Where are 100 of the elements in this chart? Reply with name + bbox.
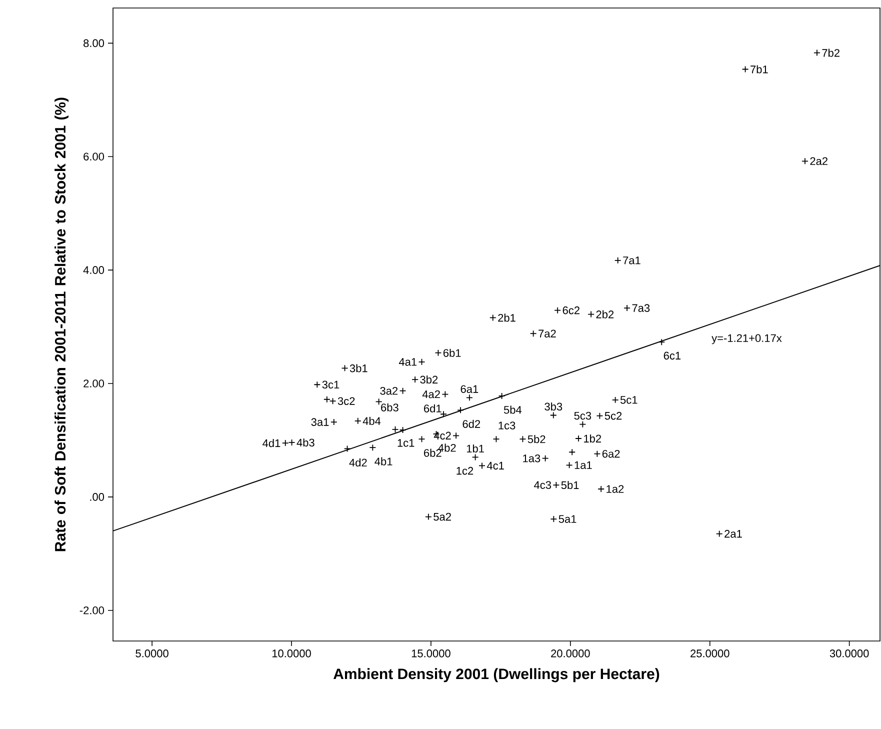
point (492, 436, 500, 443)
x-tick-label: 30.0000 (830, 650, 869, 658)
annotation: 6d2 (462, 420, 480, 428)
y-tick-label: 6.00 (84, 152, 104, 161)
point (554, 306, 562, 314)
point (457, 406, 464, 414)
annotation: 6c2 (562, 306, 580, 314)
point (344, 445, 351, 452)
annotation: 3a2 (380, 386, 398, 395)
point (568, 448, 576, 456)
annotation: 1c1 (398, 439, 414, 447)
point (442, 390, 449, 398)
point (614, 256, 622, 264)
annotation: 1c3 (498, 422, 516, 430)
annotation: 4c2 (434, 432, 451, 440)
point (550, 412, 557, 419)
annotation: 5a1 (558, 515, 576, 523)
point (434, 349, 442, 356)
x-tick-label: 25.0000 (690, 650, 730, 658)
point (369, 444, 376, 452)
x-tick-label: 10.0000 (272, 650, 311, 658)
point (478, 462, 486, 470)
annotation: 6a1 (460, 385, 478, 393)
point (472, 454, 479, 461)
point (323, 396, 330, 403)
y-tick-label: .00 (90, 493, 104, 501)
annotation: 7a1 (623, 256, 640, 264)
annotation: 4c1 (486, 462, 504, 470)
annotation: 4d1 (262, 439, 280, 448)
point (440, 410, 447, 418)
point (742, 66, 749, 73)
point (658, 338, 666, 346)
annotation: 1b1 (466, 444, 484, 453)
point (452, 432, 460, 440)
annotation: 4b1 (374, 457, 392, 466)
y-tick-label: 8.00 (84, 39, 104, 48)
point (530, 330, 537, 338)
point (814, 49, 820, 56)
annotation: 2b1 (498, 314, 516, 322)
annotation: 5c3 (574, 412, 592, 420)
point (399, 426, 406, 434)
annotation: 4c3 (534, 481, 551, 489)
point (624, 304, 630, 312)
annotation: 7b2 (822, 48, 840, 57)
point (330, 418, 338, 426)
point (588, 310, 595, 318)
point (575, 435, 582, 442)
annotation: 3a1 (311, 418, 329, 426)
annotation: 5c2 (604, 412, 622, 420)
point (418, 358, 426, 366)
annotation: 5b4 (504, 406, 522, 414)
point (425, 513, 432, 520)
annotation: 5b2 (528, 435, 546, 444)
point (566, 462, 573, 469)
y-tick-label: 4.00 (83, 266, 104, 274)
annotation: 2b2 (596, 310, 614, 318)
annotation: 6b3 (381, 403, 398, 412)
annotation: 5a2 (434, 512, 451, 521)
annotation: 1a1 (574, 461, 592, 470)
annotation: y=-1.21+0.17x (712, 334, 782, 344)
annotation: 4b3 (296, 438, 314, 447)
annotation: 1c2 (456, 466, 474, 475)
point (375, 398, 382, 406)
annotation: 1a3 (523, 454, 540, 462)
point (354, 417, 362, 424)
y-tick-label: -2.00 (80, 606, 104, 614)
x-tick-label: 5.0000 (136, 650, 168, 658)
annotation: 6a2 (602, 450, 620, 458)
x-axis-title: Ambient Density 2001 (Dwellings per Hectare) (333, 668, 660, 682)
point (519, 436, 526, 443)
annotation: 7a2 (538, 330, 556, 338)
point (392, 426, 399, 433)
annotation: 3b2 (420, 375, 438, 384)
annotation: 1a2 (606, 485, 624, 493)
point (466, 394, 473, 402)
annotation: 6c1 (664, 352, 681, 360)
annotation: 6d1 (424, 404, 442, 412)
point (329, 398, 336, 405)
annotation: 1b2 (584, 434, 602, 443)
point (550, 516, 558, 522)
x-tick-label: 20.0000 (551, 650, 590, 658)
point (412, 376, 419, 383)
point (288, 439, 296, 446)
annotation: 4a1 (398, 358, 417, 366)
annotation: 6b1 (443, 348, 461, 357)
annotation: 4b4 (362, 416, 381, 425)
point (542, 454, 549, 462)
annotation: 5b1 (561, 480, 579, 490)
point (489, 314, 496, 322)
annotation: 5c1 (620, 396, 638, 404)
point (341, 364, 348, 372)
point (579, 420, 586, 428)
annotation: 4d2 (349, 458, 367, 466)
annotation: 7b1 (750, 65, 768, 74)
y-axis-title: Rate of Soft Densification 2001-2011 Relative to Stock 2001 (%) (54, 98, 69, 552)
annotation: 2a1 (724, 530, 742, 538)
y-tick-label: 2.00 (84, 380, 104, 388)
point (598, 486, 605, 492)
point (282, 440, 289, 446)
point (612, 396, 619, 404)
